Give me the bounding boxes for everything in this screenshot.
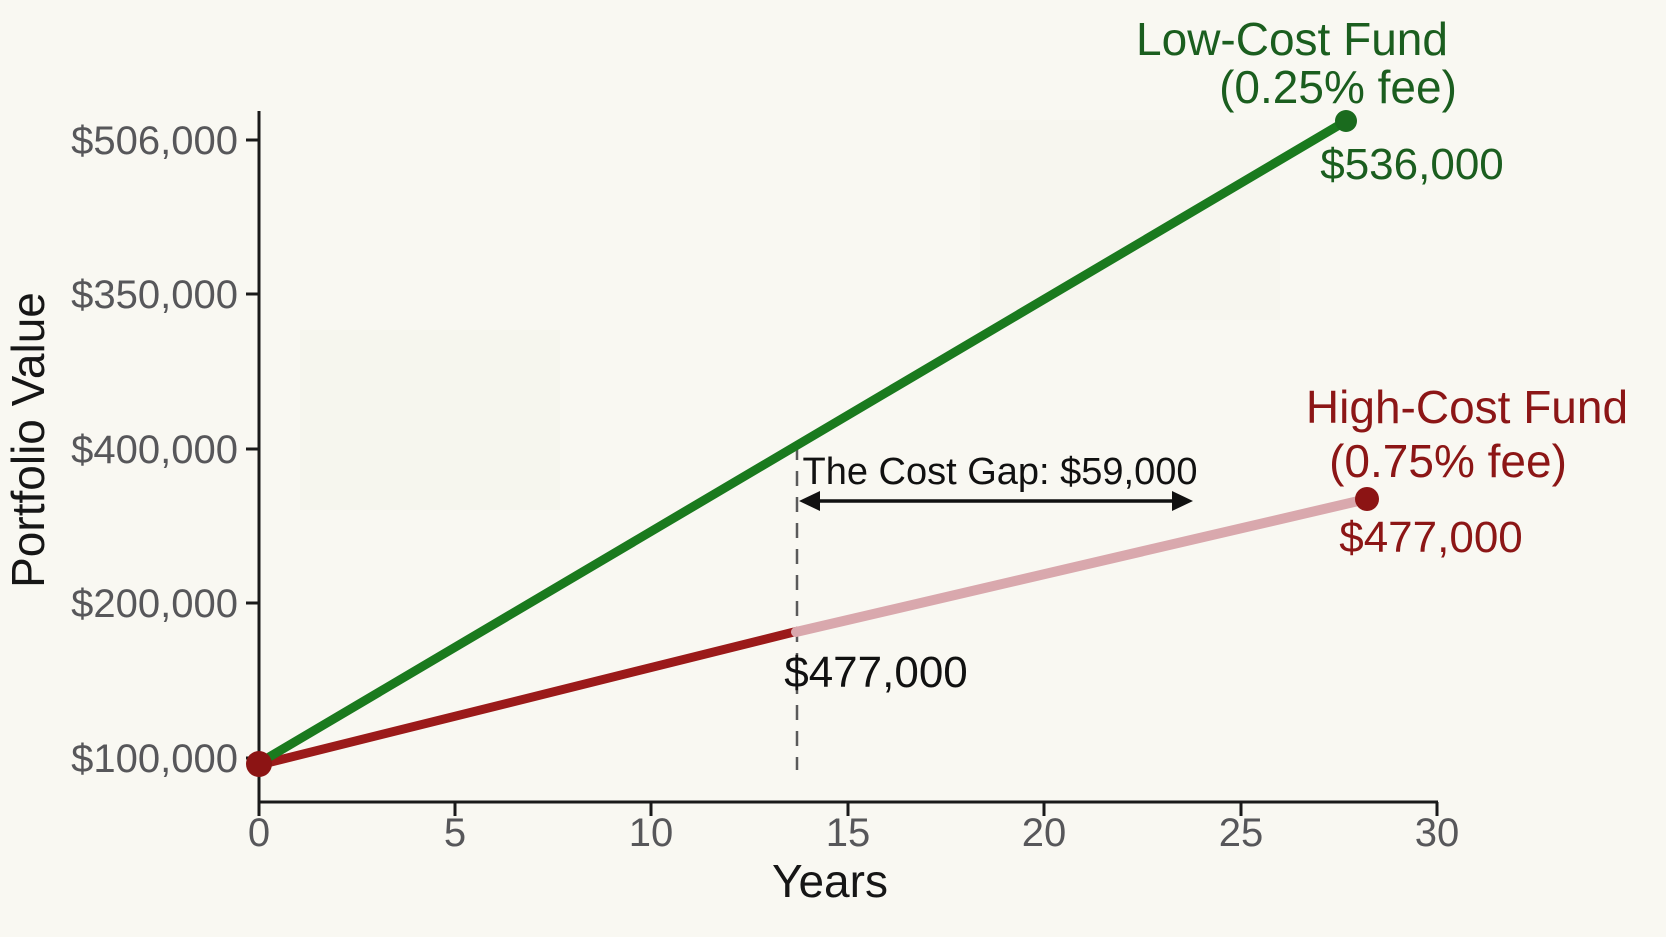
y-tick-label: $200,000	[71, 582, 238, 626]
y-tick-label: $100,000	[71, 737, 238, 781]
x-tick-labels: 0 5 10 15 20 25 30	[248, 811, 1459, 855]
x-tick-label: 10	[629, 811, 674, 855]
x-tick-label: 25	[1219, 811, 1264, 855]
x-tick-label: 30	[1415, 811, 1460, 855]
start-point-marker	[246, 751, 272, 777]
x-tick-label: 5	[444, 811, 466, 855]
high-cost-fund-subtitle: (0.75% fee)	[1329, 435, 1567, 487]
y-axis-title: Portfolio Value	[2, 292, 54, 588]
cost-gap-arrow	[799, 491, 1193, 511]
cost-gap-label: The Cost Gap: $59,000	[802, 451, 1197, 493]
x-axis-title: Years	[772, 855, 888, 907]
high-cost-fund-line-dark-segment	[254, 626, 803, 770]
high-cost-end-value-label: $477,000	[1339, 513, 1523, 562]
y-tick-label: $400,000	[71, 428, 238, 472]
background-texture-patch	[300, 330, 560, 510]
cost-gap-arrowhead-left-icon	[799, 491, 820, 511]
low-cost-end-value-label: $536,000	[1320, 140, 1504, 189]
high-cost-fund-title: High-Cost Fund	[1306, 381, 1628, 433]
background-texture-patch	[980, 120, 1280, 320]
y-tick-label: $350,000	[71, 273, 238, 317]
high-cost-end-marker	[1355, 487, 1379, 511]
x-tick-label: 0	[248, 811, 270, 855]
high-cost-mid-value-label: $477,000	[784, 648, 968, 697]
high-cost-fund-label-group: High-Cost Fund (0.75% fee) $477,000	[1306, 381, 1628, 562]
low-cost-fund-title: Low-Cost Fund	[1136, 13, 1448, 65]
low-cost-fund-line	[254, 116, 1351, 768]
low-cost-fund-subtitle: (0.25% fee)	[1219, 61, 1457, 113]
y-tick-labels: $506,000 $350,000 $400,000 $200,000 $100…	[71, 119, 238, 781]
cost-gap-arrowhead-right-icon	[1172, 491, 1193, 511]
x-tick-label: 15	[826, 811, 871, 855]
low-cost-end-marker	[1335, 110, 1357, 132]
low-cost-fund-label-group: Low-Cost Fund (0.25% fee) $536,000	[1136, 13, 1504, 189]
high-cost-fund-line-faded-segment	[791, 494, 1372, 637]
x-tick-label: 20	[1022, 811, 1067, 855]
y-tick-label: $506,000	[71, 119, 238, 163]
x-axis-ticks	[257, 802, 1439, 816]
